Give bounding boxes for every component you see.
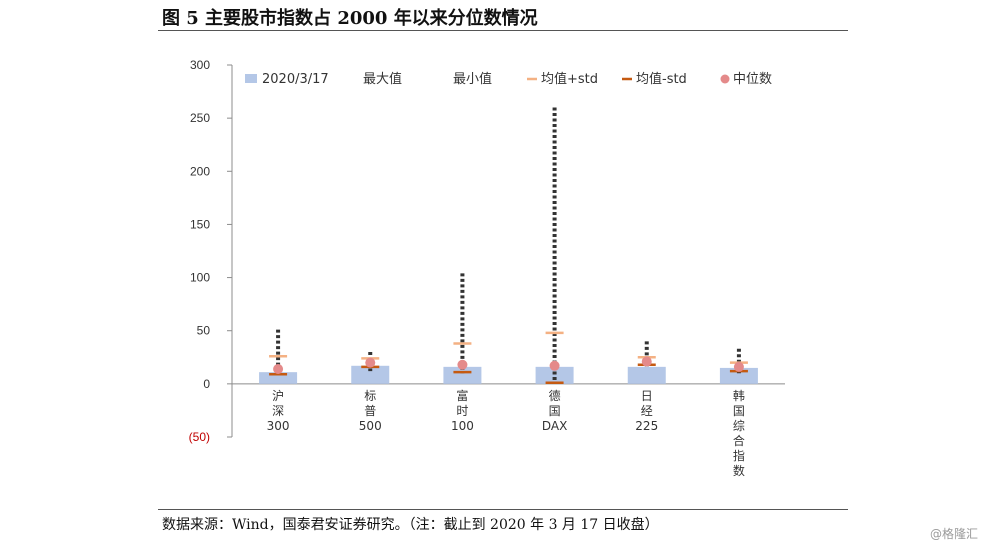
watermark: @格隆汇 bbox=[930, 527, 979, 541]
bar-layer bbox=[259, 365, 758, 384]
median-point bbox=[365, 357, 376, 368]
median-point bbox=[733, 361, 744, 372]
median-point bbox=[549, 360, 560, 371]
y-tick-label: 0 bbox=[203, 377, 210, 391]
legend-swatch-median bbox=[720, 74, 730, 84]
median-point bbox=[273, 363, 284, 374]
range-layer bbox=[276, 107, 741, 383]
figure-title: 图 5 主要股市指数占 2000 年以来分位数情况 bbox=[162, 8, 538, 29]
mark-layer bbox=[269, 331, 748, 385]
x-category-label: 韩国综合指数 bbox=[733, 388, 745, 478]
y-tick-label: 200 bbox=[190, 164, 210, 178]
legend-label: 中位数 bbox=[733, 72, 772, 87]
source-note: 数据来源：Wind，国泰君安证券研究。（注：截止到 2020 年 3 月 17 … bbox=[162, 517, 659, 533]
legend-label: 均值+std bbox=[541, 71, 598, 87]
title-rule bbox=[158, 30, 848, 31]
legend-label: 2020/3/17 bbox=[262, 72, 329, 87]
x-category-label: 标普 500 bbox=[359, 389, 382, 433]
y-tick-label: 50 bbox=[197, 324, 211, 338]
legend-label: 均值-std bbox=[636, 71, 687, 87]
legend-swatch-bar bbox=[245, 74, 257, 83]
x-category-label: 德国 DAX bbox=[542, 388, 567, 433]
source-rule bbox=[158, 509, 848, 510]
y-tick-label: 150 bbox=[190, 217, 210, 231]
bar bbox=[627, 366, 666, 384]
bar bbox=[443, 366, 482, 384]
bar bbox=[259, 372, 298, 384]
x-category-label: 沪深 300 bbox=[267, 389, 290, 433]
median-point bbox=[641, 356, 652, 367]
axes: 300 250 200 150 100 50 0 (50) 沪深 300 标普 500 富时 100 德国 D… bbox=[189, 58, 785, 478]
y-tick-label: 250 bbox=[190, 111, 210, 125]
x-category-label: 富时 100 bbox=[451, 388, 474, 433]
x-category-label: 日经 225 bbox=[635, 389, 658, 433]
legend: 2020/3/17 最大值 最小值 均值+std 均值-std 中位数 bbox=[245, 71, 772, 87]
bar bbox=[535, 366, 574, 384]
y-tick-label: 100 bbox=[190, 271, 210, 285]
bar bbox=[351, 365, 390, 384]
y-tick-label: 300 bbox=[190, 58, 210, 72]
median-point bbox=[457, 359, 468, 370]
legend-label: 最小值 bbox=[453, 71, 492, 87]
y-tick-label: (50) bbox=[189, 430, 210, 444]
legend-label: 最大值 bbox=[363, 71, 402, 87]
bar bbox=[719, 367, 758, 384]
